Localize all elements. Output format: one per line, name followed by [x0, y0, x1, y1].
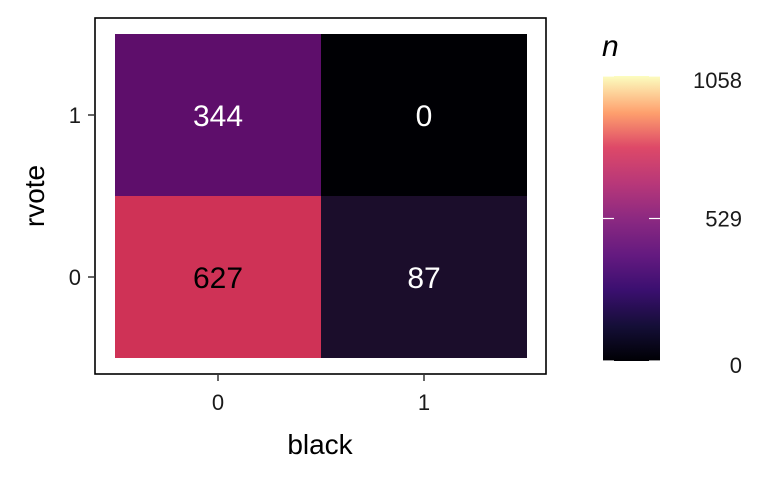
- heatmap-cell: [115, 196, 321, 358]
- cell-value-label: 627: [193, 262, 243, 295]
- colorbar-tick-label: 529: [705, 207, 742, 232]
- colorbar-tick-label: 1058: [693, 68, 742, 93]
- colorbar-ticks: 0 529 1058: [603, 68, 742, 378]
- plot-panel-border: [94, 17, 547, 375]
- x-tick-label: 1: [418, 390, 430, 415]
- cell-value-label: 0: [416, 100, 433, 133]
- x-tick-label: 0: [212, 390, 224, 415]
- colorbar-title: n: [602, 30, 619, 63]
- heatmap-cells: 344 0 627 87: [115, 34, 527, 358]
- colorbar-tick-label: 0: [730, 353, 742, 378]
- cell-value-label: 87: [407, 262, 440, 295]
- y-tick-label: 1: [69, 103, 81, 128]
- axis-ticks: 0 1 0 1: [69, 103, 430, 415]
- heatmap-cell: [321, 196, 527, 358]
- y-tick-label: 0: [69, 265, 81, 290]
- cell-value-label: 344: [193, 100, 243, 133]
- heatmap-cell: [321, 34, 527, 196]
- y-axis-title: rvote: [19, 165, 50, 227]
- heatmap-cell: [115, 34, 321, 196]
- x-axis-title: black: [287, 429, 353, 460]
